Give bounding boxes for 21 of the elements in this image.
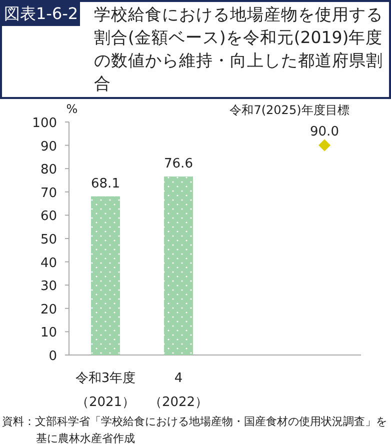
y-tick-label: 30 xyxy=(40,279,57,294)
y-tick-label: 0 xyxy=(48,349,57,364)
y-tick-label: 40 xyxy=(40,256,57,271)
x-tick-label: 4（2022） xyxy=(148,371,208,410)
chart-subtitle: 図表1-6-2 xyxy=(2,2,80,26)
y-tick-label: 100 xyxy=(32,116,57,131)
y-tick-label: 70 xyxy=(40,186,57,201)
y-tick-label: 80 xyxy=(40,162,57,178)
data-label: 68.1 xyxy=(91,176,120,192)
data-label: 76.6 xyxy=(164,156,193,172)
chart-title: 学校給食における地場産物を使用する割合(金額ベース)を令和元(2019)年度の数値から維持・向上した都道府県割合 xyxy=(94,4,384,95)
y-tick-label: 60 xyxy=(40,209,57,224)
y-tick-label: 90 xyxy=(40,139,57,154)
x-tick-label: 令和3年度（2021） xyxy=(75,370,136,410)
data-label: 90.0 xyxy=(310,124,339,140)
x-tick-label: 令和7(2025)年度目標 xyxy=(230,103,350,117)
y-tick-label: 10 xyxy=(40,326,57,341)
y-tick-label: 20 xyxy=(40,302,57,318)
y-axis-title: % xyxy=(66,102,78,116)
text: 資料：文部科学省「学校給食における地場産物・国産食材の使用状況調査」を基に農林水産省作成 xyxy=(2,414,388,444)
y-tick-label: 50 xyxy=(40,232,57,248)
